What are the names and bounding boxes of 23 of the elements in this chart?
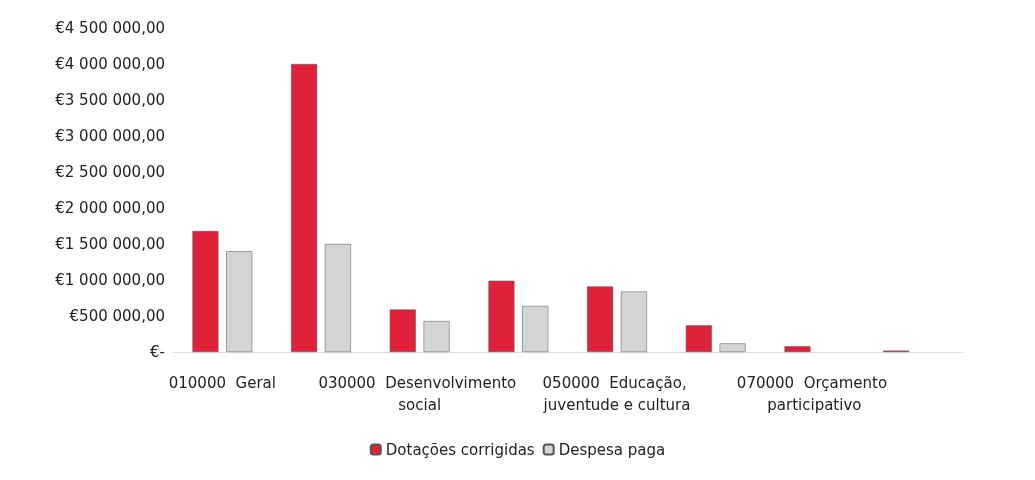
y-tick-label: €3 000 000,00 — [55, 127, 165, 145]
x-tick-label: 030000 Desenvolvimento social — [318, 374, 521, 414]
x-tick-label: 010000 Geral — [168, 374, 276, 392]
bar — [389, 309, 416, 352]
bar — [192, 231, 219, 352]
x-tick-label: 050000 Educação, juventude e cultura — [542, 374, 692, 414]
y-tick-label: €1 000 000,00 — [55, 271, 165, 289]
bar — [291, 64, 318, 352]
y-tick-label: €3 500 000,00 — [55, 91, 165, 109]
legend-label: Dotações corrigidas — [385, 440, 535, 459]
bar — [784, 346, 811, 352]
y-tick-label: €4 500 000,00 — [55, 19, 165, 37]
x-tick-label: 070000 Orçamento participativo — [736, 374, 892, 414]
y-tick-label: €2 500 000,00 — [55, 163, 165, 181]
bar — [685, 325, 712, 352]
y-tick-label: €2 000 000,00 — [55, 199, 165, 217]
y-tick-label: €- — [150, 343, 165, 361]
legend-label: Despesa paga — [558, 440, 666, 459]
y-tick-label: €1 500 000,00 — [55, 235, 165, 253]
y-tick-label: €500 000,00 — [69, 307, 165, 325]
y-tick-label: €4 000 000,00 — [55, 55, 165, 73]
bar — [587, 286, 614, 352]
bar — [488, 280, 515, 352]
